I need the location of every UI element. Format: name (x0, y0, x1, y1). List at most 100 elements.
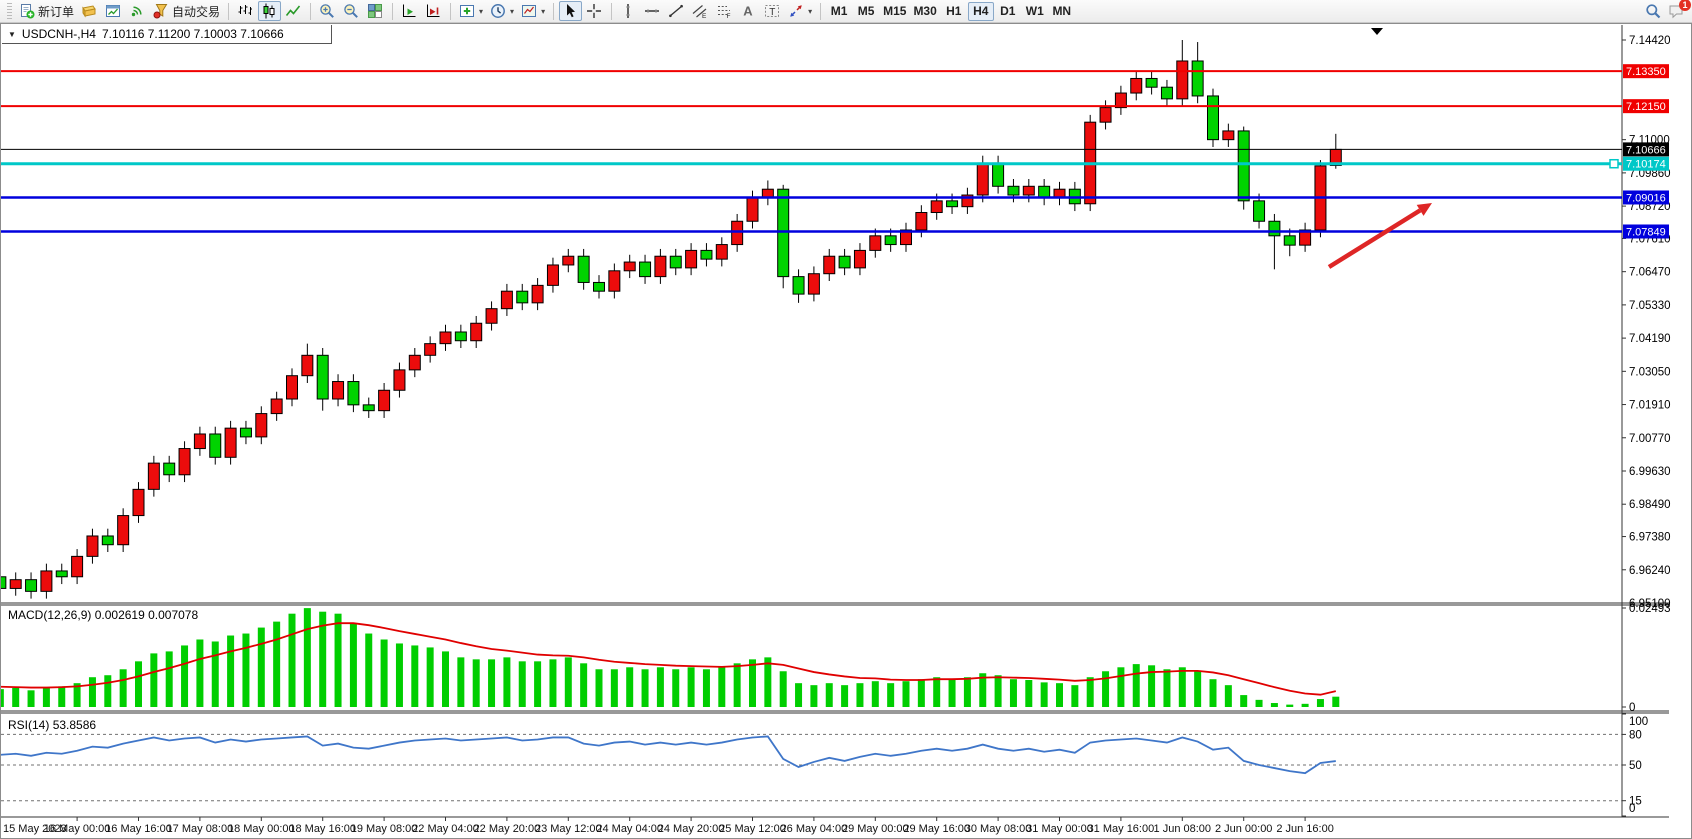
toolbar-grip (7, 3, 12, 19)
svg-text:6.97380: 6.97380 (1629, 532, 1671, 544)
indicators-icon (460, 5, 475, 17)
zoom-in-button[interactable] (316, 1, 339, 21)
cursor-icon (567, 4, 576, 18)
candlestick-chart-button[interactable] (258, 1, 282, 21)
crosshair-icon (587, 4, 602, 18)
vertical-line-button[interactable] (617, 1, 640, 21)
toolbar-right-group: 1 (1642, 0, 1691, 21)
zoom-out-button[interactable] (340, 1, 363, 21)
tile-windows-button[interactable] (364, 1, 387, 21)
svg-text:6.95100: 6.95100 (1629, 598, 1671, 610)
new-order-icon (21, 4, 35, 19)
svg-text:25 May 12:00: 25 May 12:00 (719, 823, 786, 835)
chart-shift-marker[interactable] (1371, 28, 1383, 35)
chevron-down-icon[interactable]: ▾ (541, 6, 546, 16)
auto-trading-button[interactable]: 自动交易 (150, 1, 223, 21)
svg-text:E: E (702, 13, 707, 19)
candlestick-chart-icon (263, 3, 275, 19)
periods-button[interactable]: ▾ (487, 1, 517, 21)
macd-signal-line (1, 622, 1337, 696)
svg-text:2 Jun 00:00: 2 Jun 00:00 (1215, 823, 1273, 835)
timeframe-h4-button[interactable]: H4 (967, 1, 994, 21)
chart-title-box[interactable]: ▼ USDCNH-,H4 7.10116 7.11200 7.10003 7.1… (2, 25, 332, 44)
new-order-button[interactable]: 新订单 (16, 1, 77, 21)
chevron-down-icon[interactable]: ▾ (479, 6, 484, 16)
svg-text:31 May 00:00: 31 May 00:00 (1026, 823, 1093, 835)
search-icon (1646, 4, 1661, 19)
svg-text:0: 0 (1629, 702, 1635, 714)
new-chart-button[interactable] (78, 1, 101, 21)
auto-trading-label: 自动交易 (172, 4, 221, 19)
macd-label: MACD(12,26,9) 0.002619 0.007078 (8, 608, 199, 622)
bar-chart-button[interactable] (234, 1, 257, 21)
timeframe-m1-button[interactable]: M1 (826, 2, 852, 21)
annotation-arrow[interactable] (1327, 203, 1432, 269)
text-icon: A (743, 4, 753, 19)
timeframe-h4-label: H4 (973, 4, 989, 18)
hline-selection-handle[interactable] (1609, 158, 1619, 169)
trendline-button[interactable] (665, 1, 688, 21)
horizontal-line-button[interactable] (641, 1, 664, 21)
fibonacci-icon: F (718, 6, 731, 19)
arrows-button[interactable]: ▾ (785, 1, 815, 21)
chart-canvas[interactable]: 7.144207.110007.098607.087207.076107.064… (1, 24, 1691, 838)
cursor-button[interactable] (559, 1, 583, 21)
svg-text:7.10174: 7.10174 (1626, 159, 1666, 171)
chevron-down-icon[interactable]: ▾ (808, 6, 813, 16)
equidistant-channel-button[interactable]: E (689, 1, 712, 21)
notification-badge: 1 (1679, 0, 1691, 11)
svg-text:7.06470: 7.06470 (1629, 267, 1671, 279)
crosshair-button[interactable] (583, 1, 606, 21)
chevron-down-icon[interactable]: ▾ (510, 6, 515, 16)
chat-button[interactable]: 1 (1665, 0, 1691, 21)
svg-text:23 May 12:00: 23 May 12:00 (535, 823, 602, 835)
text-button[interactable]: A (737, 1, 760, 21)
svg-text:7.00770: 7.00770 (1629, 433, 1671, 445)
chart-shift-button[interactable] (422, 1, 445, 21)
auto-scroll-button[interactable] (398, 1, 421, 21)
timeframe-h1-button[interactable]: H1 (941, 2, 967, 21)
timeframe-m30-button[interactable]: M30 (910, 2, 939, 21)
timeframe-d1-button[interactable]: D1 (995, 2, 1021, 21)
svg-text:29 May 00:00: 29 May 00:00 (842, 823, 909, 835)
svg-text:22 May 20:00: 22 May 20:00 (474, 823, 541, 835)
svg-text:7.09016: 7.09016 (1626, 192, 1666, 204)
toolbar-separator (310, 2, 312, 20)
signals-button[interactable] (126, 1, 149, 21)
timeframe-w1-button[interactable]: W1 (1022, 2, 1048, 21)
price-axis[interactable]: 7.144207.110007.098607.087207.076107.064… (1622, 35, 1671, 610)
svg-text:15 May 2023: 15 May 2023 (3, 823, 67, 835)
chart-shift-icon (427, 4, 440, 17)
line-chart-button[interactable] (282, 1, 305, 21)
periods-icon (491, 4, 505, 18)
new-order-label: 新订单 (38, 4, 75, 19)
search-button[interactable] (1642, 1, 1665, 21)
chart-window: ▼ USDCNH-,H4 7.10116 7.11200 7.10003 7.1… (0, 23, 1692, 839)
toolbar-separator (820, 2, 822, 20)
arrows-icon (790, 5, 802, 17)
pane-borders (1, 25, 1669, 818)
chart-menu-icon[interactable]: ▼ (8, 29, 16, 39)
templates-icon (522, 5, 537, 17)
svg-text:7.12150: 7.12150 (1626, 101, 1666, 113)
text-label-button[interactable]: T (761, 1, 784, 21)
market-watch-button[interactable] (102, 1, 125, 21)
timeframe-m5-button[interactable]: M5 (853, 2, 879, 21)
timeframe-mn-button[interactable]: MN (1049, 2, 1075, 21)
indicators-button[interactable]: ▾ (456, 1, 486, 21)
toolbar-separator (228, 2, 230, 20)
timeframe-h1-label: H1 (946, 4, 962, 18)
svg-text:24 May 20:00: 24 May 20:00 (658, 823, 725, 835)
hline-objects[interactable] (1, 70, 1622, 233)
toolbar-separator (450, 2, 452, 20)
svg-text:80: 80 (1629, 729, 1642, 741)
svg-text:7.13350: 7.13350 (1626, 66, 1666, 78)
fibonacci-button[interactable]: F (713, 1, 736, 21)
timeframe-d1-label: D1 (1000, 4, 1016, 18)
svg-text:31 May 16:00: 31 May 16:00 (1088, 823, 1155, 835)
templates-button[interactable]: ▾ (518, 1, 548, 21)
timeframe-m15-button[interactable]: M15 (880, 2, 909, 21)
svg-text:7.01910: 7.01910 (1629, 400, 1671, 412)
